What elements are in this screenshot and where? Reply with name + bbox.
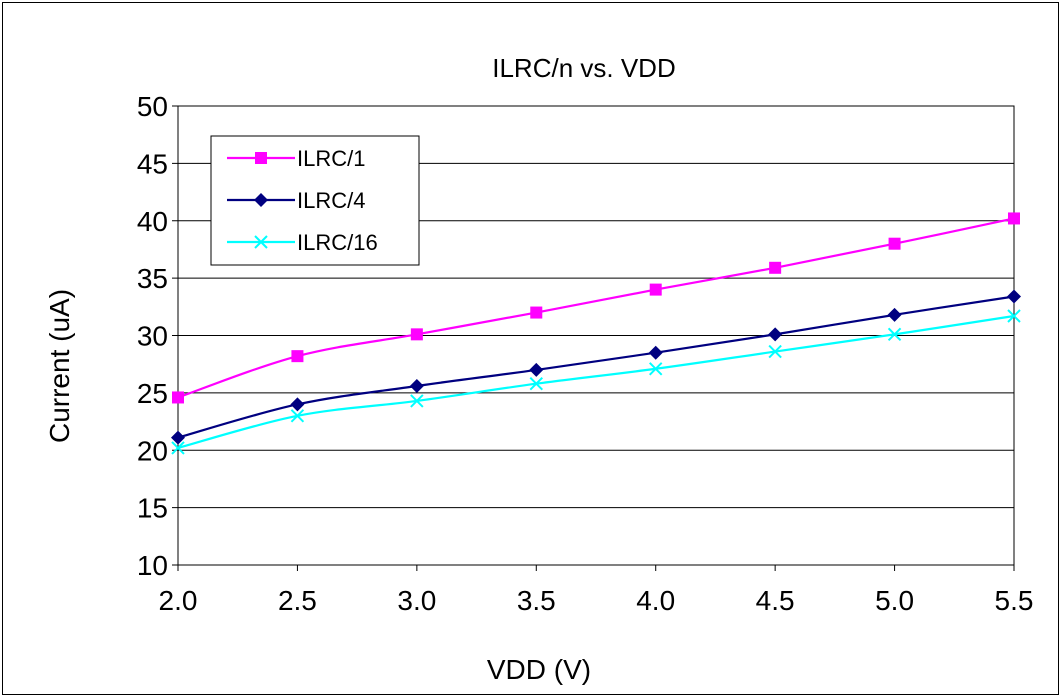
y-tick-label: 30 (137, 321, 168, 352)
x-tick-label: 5.0 (875, 585, 914, 616)
data-point-ilrc-16 (887, 327, 902, 342)
y-tick-label: 15 (137, 493, 168, 524)
y-tick-label: 40 (137, 206, 168, 237)
series-line-ilrc-4 (177, 295, 1015, 439)
data-point-ilrc-1 (1008, 212, 1020, 225)
data-point-ilrc-16 (768, 344, 782, 359)
x-tick-label: 2.5 (278, 585, 317, 616)
y-tick-label: 50 (137, 91, 168, 122)
data-point-ilrc-16 (410, 394, 424, 408)
x-axis-ticks: 2.0 2.5 3.0 3.5 4.0 4.5 5.0 5.5 (159, 565, 1034, 616)
data-point-ilrc-4 (887, 307, 902, 322)
data-point-ilrc-4 (1007, 289, 1021, 304)
x-tick-label: 4.0 (636, 585, 675, 616)
data-point-ilrc-16 (529, 376, 543, 391)
legend-item-ilrc-4: ILRC/4 (227, 188, 365, 213)
x-tick-label: 2.0 (159, 585, 198, 616)
y-tick-label: 35 (137, 263, 168, 294)
data-point-ilrc-1 (410, 328, 423, 341)
data-point-ilrc-1 (172, 391, 184, 404)
legend-swatch-marker (254, 235, 268, 249)
legend: ILRC/1 ILRC/4 ILRC/16 (210, 135, 420, 266)
legend-item-ilrc-1: ILRC/1 (227, 146, 365, 171)
data-point-ilrc-1 (769, 261, 782, 274)
x-tick-label: 3.0 (397, 585, 436, 616)
legend-item-ilrc-16: ILRC/16 (227, 230, 378, 255)
data-point-ilrc-4 (290, 397, 305, 412)
chart-svg: ILRC/n vs. VDD 10 15 20 25 30 35 40 45 50 2.0 2.5… (44, 53, 1034, 685)
data-point-ilrc-16 (171, 441, 185, 455)
legend-label: ILRC/1 (297, 146, 365, 171)
x-tick-label: 5.5 (995, 585, 1034, 616)
legend-swatch-marker (255, 152, 267, 164)
y-axis-ticks: 10 15 20 25 30 35 40 45 50 (137, 91, 178, 581)
data-point-ilrc-1 (649, 283, 662, 296)
y-tick-label: 20 (137, 435, 168, 466)
data-point-ilrc-1 (530, 306, 543, 319)
legend-label: ILRC/16 (297, 230, 378, 255)
series-layer (171, 212, 1021, 455)
series-line-ilrc-1 (177, 217, 1015, 399)
x-tick-label: 4.5 (756, 585, 795, 616)
data-point-ilrc-4 (409, 378, 424, 393)
series-ilrc-16 (171, 309, 1021, 455)
legend-swatch-marker (254, 193, 268, 207)
data-point-ilrc-4 (648, 345, 663, 360)
data-point-ilrc-4 (529, 362, 544, 377)
chart-title: ILRC/n vs. VDD (492, 53, 676, 83)
series-ilrc-4 (171, 289, 1021, 445)
series-ilrc-1 (172, 212, 1020, 404)
y-tick-label: 45 (137, 148, 168, 179)
data-point-ilrc-1 (291, 350, 304, 363)
y-axis-title: Current (uA) (44, 289, 75, 443)
x-tick-label: 3.5 (517, 585, 556, 616)
data-point-ilrc-1 (888, 237, 901, 250)
data-point-ilrc-16 (1007, 309, 1021, 323)
series-line-ilrc-16 (177, 314, 1015, 450)
data-point-ilrc-16 (649, 362, 663, 376)
x-axis-title: VDD (V) (487, 654, 591, 685)
data-point-ilrc-4 (768, 327, 783, 342)
data-point-ilrc-16 (290, 409, 305, 423)
y-tick-label: 25 (137, 378, 168, 409)
legend-label: ILRC/4 (297, 188, 365, 213)
data-point-ilrc-4 (171, 430, 185, 445)
y-tick-label: 10 (137, 550, 168, 581)
